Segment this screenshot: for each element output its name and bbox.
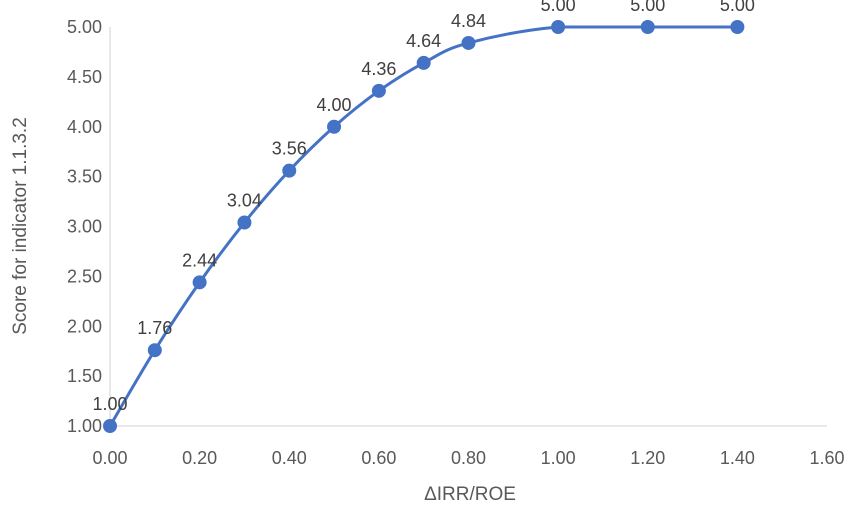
x-tick-label: 1.20 bbox=[630, 448, 665, 468]
axes bbox=[109, 27, 827, 427]
y-axis-title: Score for indicator 1.1.3.2 bbox=[10, 117, 31, 335]
data-label: 4.64 bbox=[406, 31, 441, 51]
series-line bbox=[108, 25, 738, 427]
y-tick-label: 5.00 bbox=[67, 17, 102, 37]
y-tick-label: 3.50 bbox=[67, 167, 102, 187]
x-tick-label: 1.00 bbox=[541, 448, 576, 468]
data-point bbox=[327, 119, 342, 134]
data-label: 5.00 bbox=[630, 0, 665, 15]
x-tick-label: 1.40 bbox=[720, 448, 755, 468]
data-point bbox=[237, 215, 252, 230]
data-point bbox=[282, 163, 297, 178]
data-point bbox=[192, 275, 207, 290]
data-label: 4.36 bbox=[361, 59, 396, 79]
data-label: 4.84 bbox=[451, 11, 486, 31]
data-label: 1.00 bbox=[92, 394, 127, 414]
y-tick-label: 1.50 bbox=[67, 366, 102, 386]
tick-labels: 0.00 0.20 0.40 0.60 0.80 1.00 1.20 1.40 1.60 1.00… bbox=[67, 17, 845, 468]
data-label: 3.56 bbox=[272, 139, 307, 159]
data-label: 2.44 bbox=[182, 250, 217, 270]
data-point bbox=[103, 419, 117, 433]
x-tick-label: 0.60 bbox=[361, 448, 396, 468]
x-tick-label: 0.20 bbox=[182, 448, 217, 468]
data-point bbox=[461, 35, 476, 50]
data-point bbox=[730, 20, 745, 34]
y-tick-label: 4.00 bbox=[67, 117, 102, 137]
data-label: 3.04 bbox=[227, 191, 262, 211]
y-tick-label: 2.50 bbox=[67, 266, 102, 286]
data-label: 5.00 bbox=[541, 0, 576, 15]
data-point bbox=[640, 20, 655, 34]
x-tick-label: 0.00 bbox=[92, 448, 127, 468]
data-label: 5.00 bbox=[720, 0, 755, 15]
x-tick-label: 0.40 bbox=[272, 448, 307, 468]
series bbox=[103, 20, 745, 433]
data-point bbox=[551, 20, 566, 34]
x-axis-title: ΔIRR/ROE bbox=[424, 484, 516, 505]
x-tick-label: 0.80 bbox=[451, 448, 486, 468]
y-tick-label: 1.00 bbox=[67, 416, 102, 436]
y-tick-label: 2.00 bbox=[67, 316, 102, 336]
y-tick-label: 3.00 bbox=[67, 217, 102, 237]
data-point bbox=[147, 343, 162, 358]
data-label: 1.76 bbox=[137, 318, 172, 338]
data-labels: 1.00 1.76 2.44 3.04 3.56 4.00 4.36 4.64 4.84 5.00… bbox=[92, 0, 754, 414]
data-point bbox=[371, 83, 386, 98]
y-tick-label: 4.50 bbox=[67, 67, 102, 87]
data-label: 4.00 bbox=[317, 95, 352, 115]
data-point bbox=[416, 55, 431, 70]
x-tick-label: 1.60 bbox=[809, 448, 844, 468]
